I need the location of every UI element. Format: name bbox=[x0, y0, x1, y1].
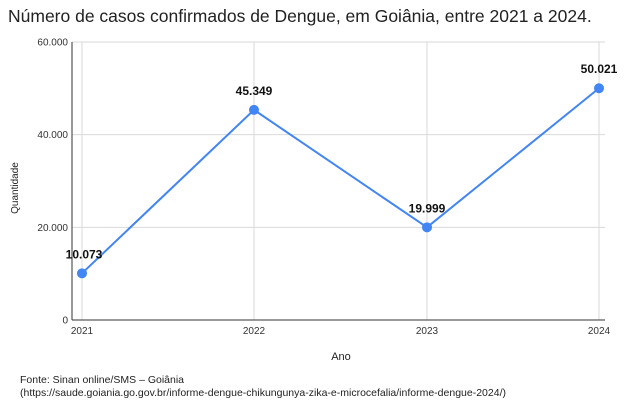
source-line-2: (https://saude.goiania.go.gov.br/informe… bbox=[20, 387, 506, 399]
data-point bbox=[594, 83, 604, 94]
y-tick-label: 60.000 bbox=[37, 38, 68, 49]
source-line-1: Fonte: Sinan online/SMS – Goiânia bbox=[20, 374, 185, 386]
data-label: 45.349 bbox=[236, 84, 273, 98]
y-tick-label: 40.000 bbox=[37, 130, 68, 141]
data-label: 19.999 bbox=[409, 201, 446, 215]
source-note: Fonte: Sinan online/SMS – Goiânia (https… bbox=[20, 374, 506, 400]
data-label: 10.073 bbox=[66, 247, 103, 261]
y-tick-label: 0 bbox=[62, 316, 68, 327]
chart-title: Número de casos confirmados de Dengue, e… bbox=[8, 6, 592, 26]
x-axis-label: Ano bbox=[331, 351, 351, 363]
gridlines bbox=[72, 41, 605, 320]
data-label: 50.021 bbox=[581, 62, 618, 76]
series-line bbox=[81, 87, 600, 275]
data-point bbox=[422, 222, 432, 233]
y-tick-label: 20.000 bbox=[37, 223, 68, 234]
y-axis-label: Quantidade bbox=[10, 162, 21, 214]
data-labels: 10.073 45.349 19.999 50.021 bbox=[66, 62, 618, 261]
x-tick-label: 2024 bbox=[588, 326, 611, 337]
x-tick-label: 2022 bbox=[243, 326, 266, 337]
x-tick-label: 2021 bbox=[71, 326, 94, 337]
axes: 0 20.000 40.000 60.000 2021 2022 2023 2024 bbox=[37, 38, 610, 338]
x-tick-label: 2023 bbox=[416, 326, 439, 337]
data-point bbox=[77, 268, 87, 279]
data-point bbox=[249, 104, 259, 115]
series-casos bbox=[77, 83, 604, 279]
